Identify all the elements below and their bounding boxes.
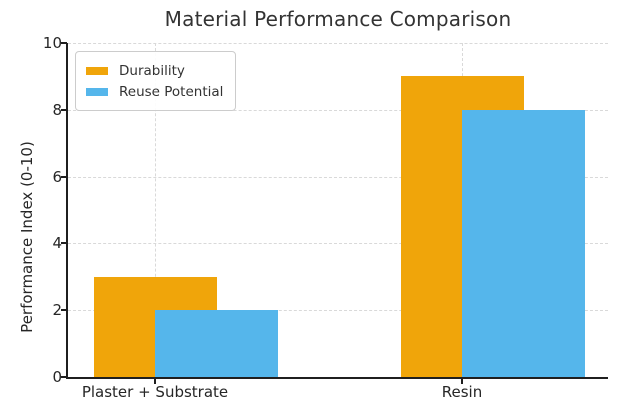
chart-title: Material Performance Comparison [164, 7, 512, 31]
y-tick-label-2: 2 [52, 301, 62, 320]
v-gridline-0 [155, 43, 156, 377]
x-tick-mark-0 [154, 379, 156, 384]
x-axis-spine [66, 377, 608, 379]
legend: Durability Reuse Potential [75, 51, 237, 111]
legend-row-0: Durability [86, 60, 223, 81]
h-gridline-2 [68, 310, 608, 312]
y-tick-mark-10 [61, 42, 67, 44]
plot-area: Durability Reuse Potential [68, 43, 608, 377]
x-tick-mark-1 [461, 379, 463, 384]
y-tick-label-6: 6 [52, 167, 62, 186]
bar-reuse-potential-1 [462, 109, 585, 377]
bar-reuse-potential-0 [155, 310, 278, 377]
y-tick-label-4: 4 [52, 234, 62, 253]
legend-swatch-reuse-potential [86, 87, 108, 96]
x-tick-label-1: Resin [441, 383, 483, 401]
y-tick-mark-8 [61, 108, 67, 111]
legend-label-1: Reuse Potential [119, 83, 224, 100]
h-gridline-4 [68, 243, 608, 245]
y-tick-mark-2 [61, 309, 67, 312]
legend-swatch-durability [86, 66, 108, 75]
y-tick-label-0: 0 [52, 368, 62, 386]
y-tick-mark-6 [61, 175, 67, 178]
y-axis-spine [66, 43, 68, 379]
y-tick-mark-0 [61, 376, 67, 378]
legend-row-1: Reuse Potential [86, 81, 223, 102]
y-tick-label-10: 10 [42, 34, 62, 52]
h-gridline-6 [68, 176, 608, 178]
y-tick-label-8: 8 [52, 100, 62, 119]
h-gridline-10 [68, 43, 608, 44]
x-tick-label-0: Plaster + Substrate [81, 383, 229, 401]
legend-label-0: Durability [119, 62, 185, 79]
h-gridline-8 [68, 109, 608, 111]
y-tick-mark-4 [61, 242, 67, 245]
